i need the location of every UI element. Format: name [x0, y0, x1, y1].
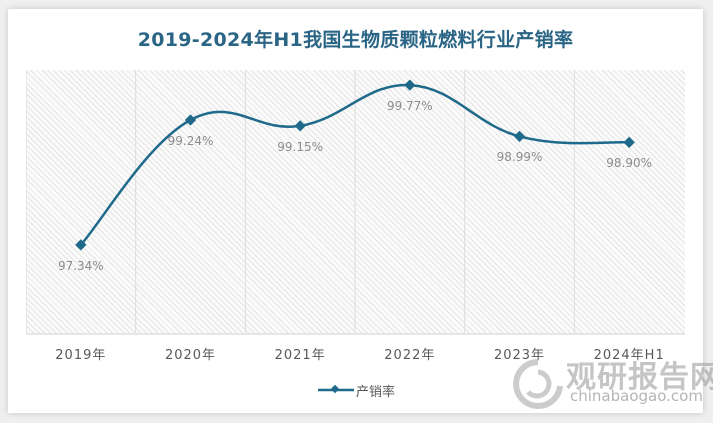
data-point-diamond-icon[interactable] — [294, 120, 306, 132]
data-label: 99.24% — [167, 133, 214, 148]
gridlines — [135, 70, 575, 333]
data-label: 99.77% — [386, 99, 433, 114]
data-point-diamond-icon[interactable] — [513, 130, 526, 143]
data-label: 98.90% — [606, 156, 653, 171]
legend-line-diamond-icon — [318, 384, 354, 394]
x-axis-label: 2020年 — [164, 348, 217, 363]
legend-label: 产销率 — [356, 384, 396, 400]
x-axis-label: 2023年 — [493, 348, 546, 363]
watermark-logo-icon — [513, 359, 563, 409]
x-axis-label: 2024年H1 — [593, 348, 665, 363]
x-axis-label: 2019年 — [55, 348, 107, 363]
data-label: 99.15% — [277, 139, 324, 154]
watermark-en: chinabaogao.com — [570, 387, 703, 405]
data-point-diamond-icon[interactable] — [404, 79, 416, 91]
data-point-diamond-icon[interactable] — [184, 114, 197, 126]
legend[interactable]: 产销率 — [318, 380, 395, 400]
data-label: 98.99% — [496, 150, 543, 165]
chart-title: 2019-2024年H1我国生物质颗粒燃料行业产销率 — [137, 29, 574, 51]
watermark-cn: 观研报告网 — [566, 360, 713, 395]
watermark: 观研报告网 chinabaogao.com — [510, 352, 713, 412]
x-axis-label: 2022年 — [384, 348, 436, 363]
x-axis-label: 2021年 — [274, 348, 326, 363]
data-label: 97.34% — [57, 258, 104, 273]
data-point-diamond-icon[interactable] — [623, 136, 635, 148]
